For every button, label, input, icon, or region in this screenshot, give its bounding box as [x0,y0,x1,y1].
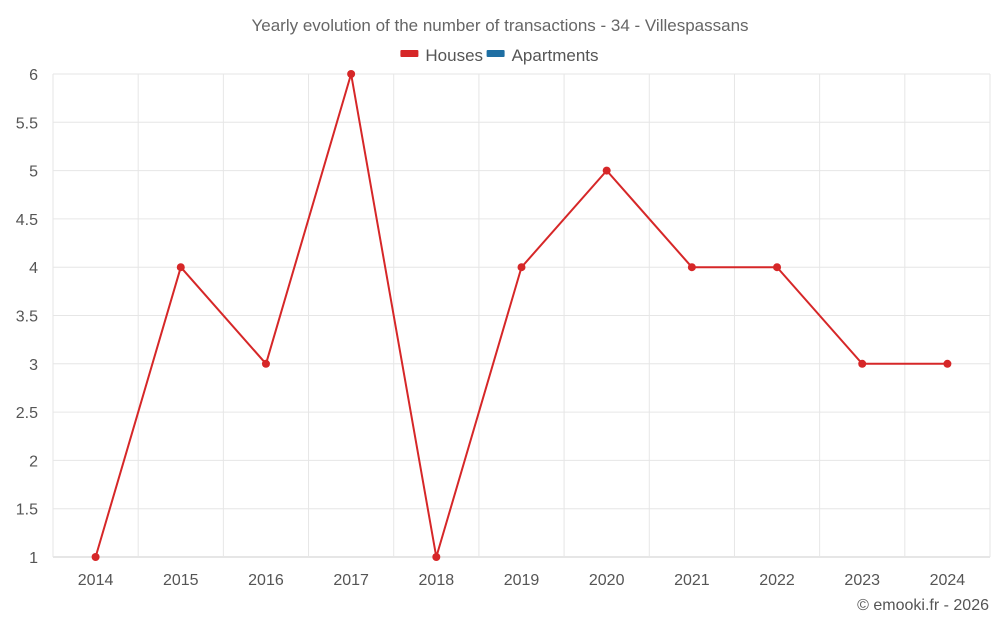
x-tick-label: 2016 [248,572,284,589]
x-tick-label: 2021 [674,572,710,589]
y-tick-label: 1 [29,550,38,567]
y-tick-label: 4 [29,260,38,277]
x-tick-label: 2015 [163,572,199,589]
chart-title: Yearly evolution of the number of transa… [251,16,748,35]
y-tick-label: 5 [29,164,38,181]
data-point[interactable] [347,70,356,78]
y-tick-label: 2.5 [16,405,38,422]
data-point[interactable] [773,263,782,272]
series-group [91,70,952,561]
legend-swatch [486,50,505,57]
grid [52,73,991,558]
x-tick-label: 2019 [504,572,540,589]
y-tick-label: 2 [29,453,38,470]
x-tick-label: 2022 [759,572,795,589]
data-point[interactable] [517,263,526,272]
x-tick-label: 2014 [78,572,114,589]
y-tick-label: 5.5 [16,115,38,132]
y-tick-label: 4.5 [16,212,38,229]
legend-swatch [400,50,419,57]
y-axis-ticks: 1 1.5 2 2.5 3 3.5 4 4.5 5 5.5 6 [16,67,38,567]
data-point[interactable] [602,166,611,175]
x-tick-label: 2017 [333,572,369,589]
y-tick-label: 6 [29,67,38,84]
legend: Houses Apartments [400,46,599,65]
data-point[interactable] [176,263,185,272]
data-point[interactable] [91,553,100,561]
data-point[interactable] [858,359,867,368]
x-tick-label: 2023 [844,572,880,589]
x-tick-label: 2020 [589,572,625,589]
data-point[interactable] [432,553,441,561]
legend-label: Houses [425,46,483,65]
data-point[interactable] [687,263,696,272]
legend-label: Apartments [512,46,599,65]
x-axis-ticks: 2014 2015 2016 2017 2018 2019 2020 2021 2022 2023… [78,572,966,589]
x-tick-label: 2018 [419,572,455,589]
x-tick-label: 2024 [930,572,966,589]
legend-item-apartments[interactable]: Apartments [486,46,599,65]
y-tick-label: 3.5 [16,309,38,326]
data-point[interactable] [261,359,270,368]
credit-text: © emooki.fr - 2026 [857,597,989,614]
legend-item-houses[interactable]: Houses [400,46,483,65]
y-tick-label: 3 [29,357,38,374]
data-point[interactable] [943,359,952,368]
y-tick-label: 1.5 [16,502,38,519]
